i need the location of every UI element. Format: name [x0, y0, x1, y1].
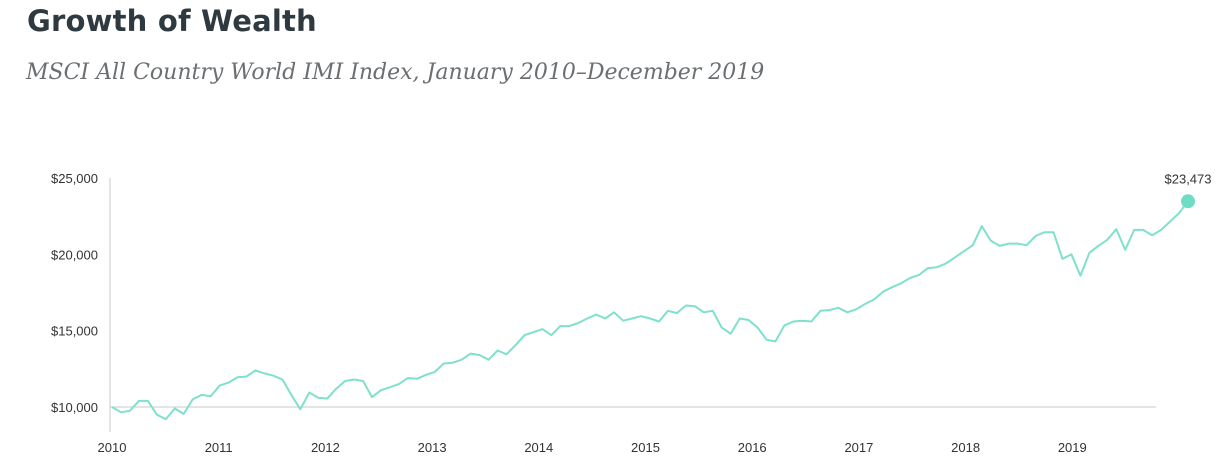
- y-tick-label: $10,000: [51, 400, 98, 415]
- x-tick-label: 2016: [738, 440, 767, 455]
- x-tick-label: 2013: [418, 440, 447, 455]
- x-tick-label: 2012: [311, 440, 340, 455]
- y-tick-label: $25,000: [51, 171, 98, 186]
- x-tick-label: 2019: [1058, 440, 1087, 455]
- y-axis: $10,000 $15,000 $20,000 $25,000: [51, 171, 111, 432]
- x-axis: 2010 2011 2012 2013 2014 2015 2016 2017 2018 2019: [98, 406, 1156, 455]
- y-tick-label: $15,000: [51, 324, 98, 339]
- x-tick-label: 2018: [951, 440, 980, 455]
- x-tick-label: 2011: [205, 440, 233, 455]
- end-value-label: $23,473: [1165, 171, 1212, 186]
- x-tick-labels: 2010 2011 2012 2013 2014 2015 2016 2017 2018 2019: [98, 440, 1087, 455]
- end-point-marker: [1181, 194, 1195, 209]
- x-tick-label: 2017: [844, 440, 873, 455]
- x-tick-label: 2010: [98, 440, 127, 455]
- x-tick-label: 2014: [524, 440, 553, 455]
- x-tick-label: 2015: [631, 440, 660, 455]
- chart-subtitle: MSCI All Country World IMI Index, Januar…: [26, 60, 765, 85]
- y-tick-label: $20,000: [51, 247, 98, 262]
- chart-title: Growth of Wealth: [27, 4, 317, 38]
- y-tick-labels: $10,000 $15,000 $20,000 $25,000: [51, 171, 98, 415]
- series-line: [111, 200, 1189, 421]
